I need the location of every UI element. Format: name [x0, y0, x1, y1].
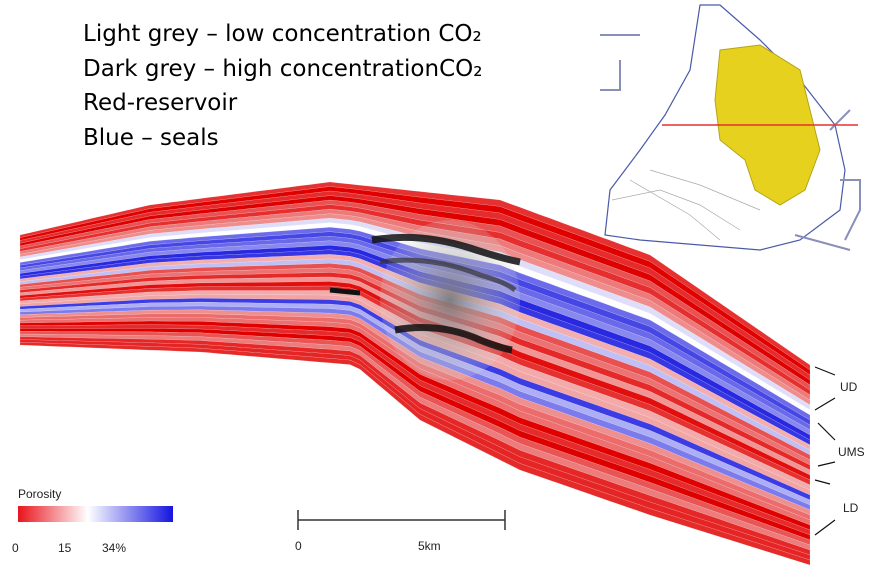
colorbar-tick: 15: [58, 541, 72, 555]
legend-line: Red-reservoir: [83, 90, 238, 116]
colorbar-gradient: [18, 506, 173, 522]
legend-line: Light grey – low concentration CO₂: [83, 21, 482, 47]
inset-map: [600, 5, 860, 250]
legend-line: Blue – seals: [83, 125, 219, 151]
unit-label: LD: [843, 501, 859, 515]
colorbar: Porosity 0 15 34%: [12, 487, 173, 555]
colorbar-tick: 34%: [102, 541, 126, 555]
unit-label: UD: [840, 380, 858, 394]
unit-arrows: [815, 367, 835, 535]
scale-bar: [298, 510, 505, 530]
legend-line: Dark grey – high concentrationCO₂: [83, 56, 482, 82]
scale-end: 5km: [418, 539, 441, 553]
colorbar-tick: 0: [12, 541, 19, 555]
figure: Light grey – low concentration CO₂ Dark …: [0, 0, 887, 569]
scale-start: 0: [295, 539, 302, 553]
unit-label: UMS: [838, 445, 865, 459]
colorbar-label: Porosity: [18, 487, 61, 501]
legend-text: Light grey – low concentration CO₂ Dark …: [83, 21, 482, 151]
